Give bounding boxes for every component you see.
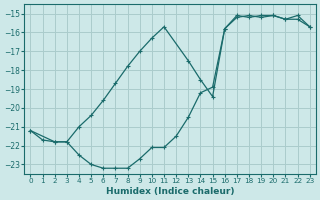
X-axis label: Humidex (Indice chaleur): Humidex (Indice chaleur) [106, 187, 234, 196]
